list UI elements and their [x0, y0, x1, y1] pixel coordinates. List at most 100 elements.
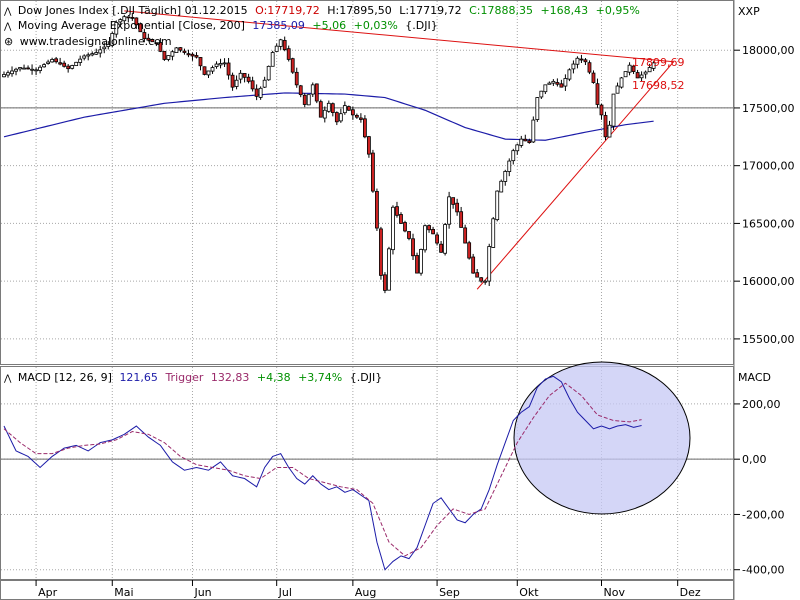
candle-body — [423, 225, 427, 251]
candle-body — [158, 42, 163, 52]
ema-change-pct: +0,03% — [354, 19, 398, 32]
price-tick-label: 17000,00 — [742, 160, 795, 173]
candle — [58, 57, 63, 66]
candle-body — [443, 224, 448, 254]
candle — [150, 38, 155, 43]
candle — [334, 111, 339, 126]
macd-tick-label: -400,00 — [742, 564, 784, 577]
candle — [346, 105, 351, 111]
candle — [162, 50, 167, 61]
candle-body — [451, 197, 456, 205]
candle-body — [383, 274, 387, 291]
change-value: +168,43 — [540, 4, 588, 17]
candle-body — [106, 44, 111, 47]
candle — [619, 76, 624, 89]
close-value: C:17888,35 — [469, 4, 533, 17]
candle — [475, 268, 480, 278]
candle — [383, 272, 387, 294]
candle — [415, 252, 419, 274]
candle-body — [487, 246, 492, 282]
candle — [467, 240, 472, 260]
candle-body — [595, 83, 600, 105]
candle-body — [138, 23, 143, 33]
arrow-icon: ⋀ — [3, 374, 12, 384]
candle-body — [82, 55, 87, 59]
macd-change: +4,38 — [257, 371, 291, 384]
candle-body — [475, 272, 480, 278]
candle-body — [543, 84, 548, 93]
candle — [583, 58, 588, 66]
candle-body — [439, 243, 443, 253]
candle-body — [555, 82, 560, 85]
candle-body — [463, 227, 468, 244]
candle — [94, 48, 99, 55]
candle — [246, 73, 251, 84]
candle — [54, 56, 59, 64]
candle — [367, 135, 371, 158]
price-tick-label: 18000,00 — [742, 44, 795, 57]
candle-body — [258, 87, 263, 98]
candle-body — [150, 39, 155, 43]
candle — [395, 201, 399, 218]
candle — [635, 69, 640, 79]
candle-body — [234, 79, 239, 87]
candle — [375, 188, 379, 231]
candle-body — [511, 150, 516, 162]
candle-body — [2, 74, 6, 78]
macd-tick-label: 200,00 — [742, 398, 781, 411]
macd-value: 121,65 — [119, 371, 158, 384]
candle — [511, 148, 516, 165]
candle — [651, 61, 656, 71]
macd-change-pct: +3,74% — [298, 371, 342, 384]
candle — [615, 82, 620, 94]
candle — [607, 120, 612, 138]
candle-body — [611, 93, 616, 127]
candle-body — [162, 50, 167, 60]
candle-body — [86, 54, 91, 57]
candle-body — [615, 85, 620, 94]
candle — [427, 224, 431, 233]
candle — [126, 16, 131, 23]
candle — [391, 205, 395, 255]
candle-body — [523, 138, 528, 142]
candle — [403, 220, 407, 233]
candle — [70, 64, 75, 70]
candle — [38, 65, 42, 74]
candle-body — [122, 16, 127, 22]
candle-body — [535, 97, 540, 120]
candle-body — [30, 68, 34, 71]
candle-body — [519, 138, 524, 146]
candle-body — [387, 248, 391, 291]
candle-body — [459, 211, 464, 228]
candle — [423, 224, 427, 253]
candle — [647, 63, 652, 73]
candle-body — [290, 58, 295, 73]
candle-body — [342, 105, 347, 114]
candle — [78, 55, 83, 66]
low-value: L:17719,72 — [399, 4, 461, 17]
candle-body — [515, 144, 520, 152]
candle-body — [531, 119, 536, 143]
candle-body — [455, 202, 460, 213]
candle — [587, 60, 592, 75]
candle-body — [210, 67, 215, 72]
candle — [202, 66, 207, 76]
candle-body — [310, 84, 315, 95]
candle-body — [186, 53, 191, 56]
candle — [350, 106, 355, 120]
candle-body — [298, 85, 303, 96]
candle — [310, 82, 315, 97]
candle-body — [399, 214, 403, 224]
candle-body — [10, 70, 14, 75]
candle-body — [286, 48, 291, 60]
candle — [495, 190, 500, 222]
candle-body — [130, 16, 135, 19]
candle — [515, 143, 520, 155]
candle — [66, 64, 71, 73]
candle-body — [78, 58, 83, 63]
candle-body — [70, 65, 75, 69]
high-value: H:17895,50 — [327, 4, 391, 17]
candle — [431, 226, 435, 235]
candle-body — [643, 71, 648, 75]
candle — [74, 61, 79, 67]
